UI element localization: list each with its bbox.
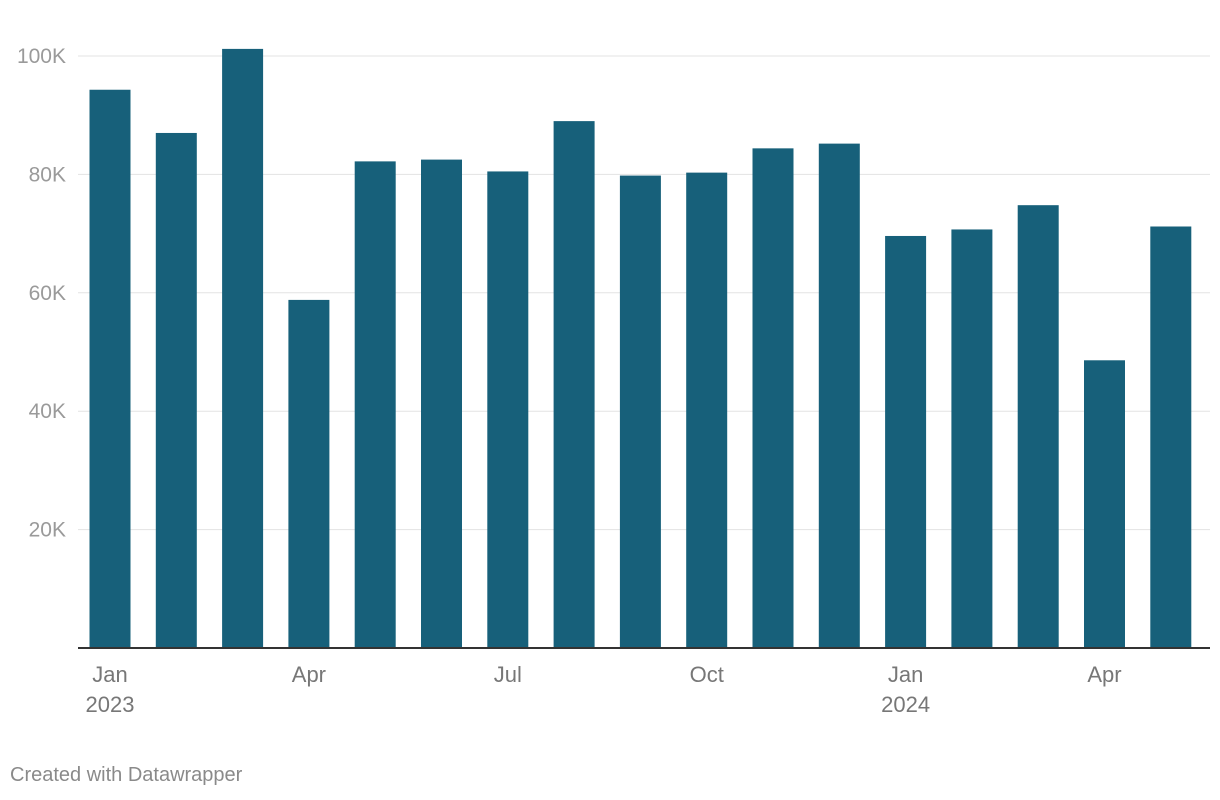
bar-chart: 20K 40K 60K 80K 100K Jan 2023 Apr Jul Oct Jan 2024… <box>17 45 1210 717</box>
y-tick-label: 20K <box>29 519 66 542</box>
bar <box>619 175 661 649</box>
x-tick-label: Jan <box>888 662 923 687</box>
bar <box>421 159 462 648</box>
bar <box>1017 205 1059 648</box>
bar <box>1150 226 1192 648</box>
bar <box>553 121 595 649</box>
y-axis-labels: 20K 40K 60K 80K 100K <box>17 45 66 542</box>
x-tick-year-label: 2024 <box>881 692 930 717</box>
x-tick-label: Apr <box>292 662 326 687</box>
bar <box>752 148 794 649</box>
x-tick-year-label: 2023 <box>86 692 135 717</box>
bar <box>487 171 529 648</box>
credit-text: Created with Datawrapper <box>10 764 243 786</box>
bar <box>885 235 927 648</box>
bar <box>818 143 860 648</box>
x-tick-label: Oct <box>690 662 724 687</box>
x-tick-label: Apr <box>1087 662 1121 687</box>
bar <box>222 48 264 649</box>
bar <box>288 299 330 648</box>
x-tick-label: Jan <box>92 662 127 687</box>
bar <box>951 229 993 648</box>
y-tick-label: 100K <box>17 45 66 68</box>
bar <box>354 161 396 648</box>
x-axis-labels: Jan 2023 Apr Jul Oct Jan 2024 Apr <box>86 662 1122 717</box>
y-tick-label: 40K <box>29 400 66 423</box>
bar <box>155 132 197 648</box>
bar <box>686 172 728 648</box>
bar <box>1084 360 1125 648</box>
bars <box>89 48 1192 649</box>
bar <box>89 89 131 648</box>
y-tick-label: 80K <box>29 163 66 186</box>
x-tick-label: Jul <box>494 662 522 687</box>
y-tick-label: 60K <box>29 282 66 305</box>
